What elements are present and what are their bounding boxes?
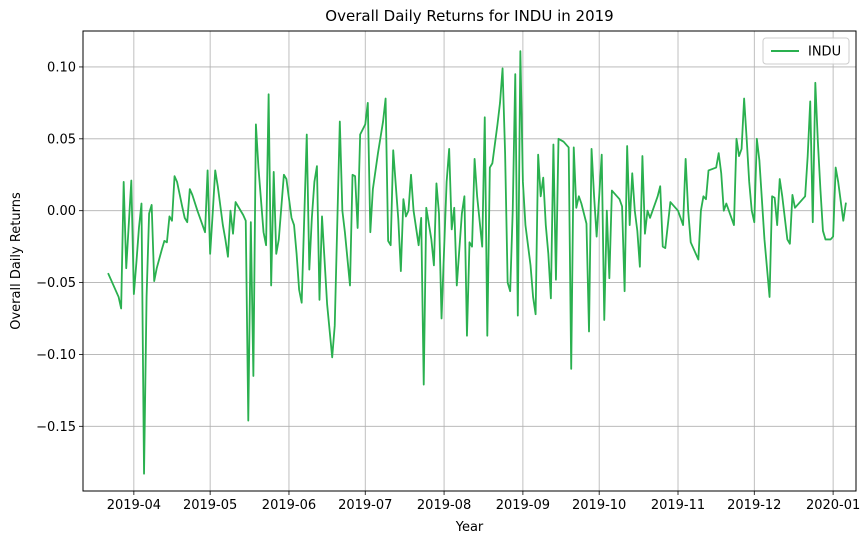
x-tick-label: 2019-06 bbox=[262, 498, 316, 513]
x-tick-label: 2019-08 bbox=[417, 498, 471, 513]
y-tick-label: 0.05 bbox=[47, 132, 76, 147]
legend-box bbox=[762, 37, 850, 65]
x-tick-label: 2019-11 bbox=[651, 498, 705, 513]
x-tick-label: 2019-12 bbox=[727, 498, 781, 513]
x-tick-label: 2019-10 bbox=[572, 498, 626, 513]
y-tick-label: −0.15 bbox=[36, 420, 76, 435]
x-tick-label: 2020-01 bbox=[806, 498, 860, 513]
y-tick-label: 0.00 bbox=[47, 204, 76, 219]
plot-frame bbox=[82, 30, 857, 492]
y-tick-label: 0.10 bbox=[47, 60, 76, 75]
chart-title: Overall Daily Returns for INDU in 2019 bbox=[325, 7, 613, 25]
x-tick-label: 2019-09 bbox=[496, 498, 550, 513]
x-tick-label: 2019-05 bbox=[183, 498, 237, 513]
y-tick-label: −0.10 bbox=[36, 348, 76, 363]
series-layer bbox=[107, 50, 847, 475]
y-axis-ticks: 0.10 0.05 0.00 −0.05 −0.10 −0.15 bbox=[36, 60, 83, 435]
legend-label-indu: INDU bbox=[808, 45, 841, 60]
y-tick-label: −0.05 bbox=[36, 276, 76, 291]
legend: INDU bbox=[762, 37, 850, 65]
x-axis-label: Year bbox=[455, 520, 484, 535]
series-line-indu bbox=[107, 50, 847, 475]
y-axis-label: Overall Daily Returns bbox=[9, 192, 24, 330]
x-tick-label: 2019-04 bbox=[107, 498, 161, 513]
x-tick-label: 2019-07 bbox=[338, 498, 392, 513]
x-axis-ticks: 2019-04 2019-05 2019-06 2019-07 2019-08 2019-… bbox=[107, 491, 860, 513]
